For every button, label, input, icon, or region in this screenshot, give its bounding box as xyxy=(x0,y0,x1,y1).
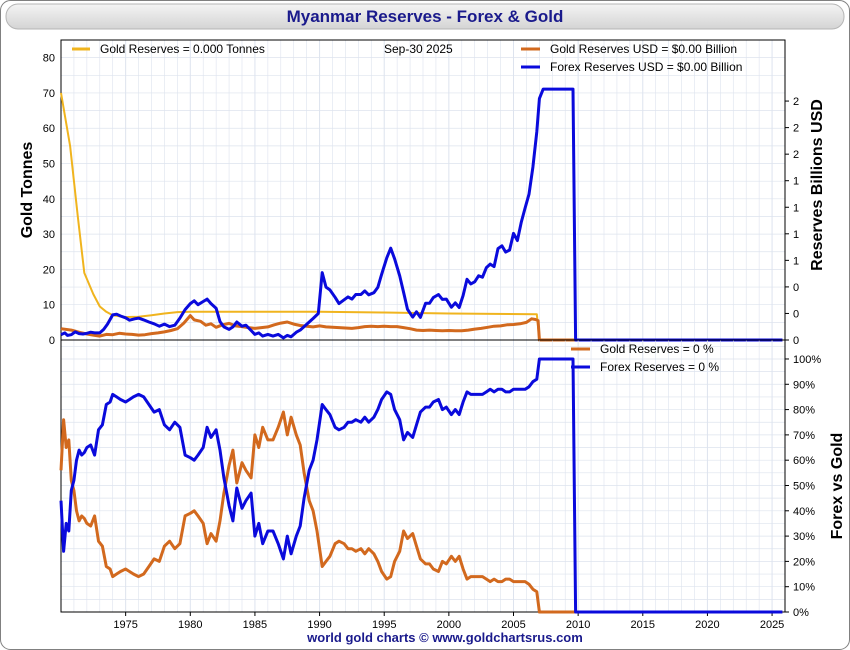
y2-tick-label: 1 xyxy=(793,176,799,188)
y2-tick-label: 0 xyxy=(793,308,799,320)
title-bar xyxy=(5,3,845,30)
x-tick-label: 2025 xyxy=(760,619,784,631)
y-tick-label: 60 xyxy=(43,123,55,135)
y-tick-label: 40 xyxy=(43,194,55,206)
x-tick-label: 2005 xyxy=(501,619,525,631)
y-tick-label: 0% xyxy=(793,607,809,619)
x-tick-label: 2010 xyxy=(566,619,590,631)
y2-tick-label: 1 xyxy=(793,255,799,267)
y-tick-label: 20 xyxy=(43,264,55,276)
y-axis-label: Gold Tonnes xyxy=(19,142,36,239)
legend-label-forex-usd: Forex Reserves USD = $0.00 Billion xyxy=(550,60,742,74)
chart-title: Myanmar Reserves - Forex & Gold xyxy=(287,7,564,26)
y-tick-label: 30% xyxy=(793,531,815,543)
legend-label-forex-pct: Forex Reserves = 0 % xyxy=(600,360,719,374)
y2-tick-label: 0 xyxy=(793,335,799,347)
x-tick-label: 2015 xyxy=(631,619,655,631)
x-tick-label: 1980 xyxy=(178,619,202,631)
x-tick-label: 2020 xyxy=(695,619,719,631)
y-tick-label: 10 xyxy=(43,300,55,312)
y-tick-label: 50 xyxy=(43,159,55,171)
y2-tick-label: 2 xyxy=(793,149,799,161)
y-tick-label: 80 xyxy=(43,53,55,65)
x-tick-label: 1995 xyxy=(372,619,396,631)
footer-credit: world gold charts © www.goldchartsrus.co… xyxy=(306,630,583,645)
y-tick-label: 40% xyxy=(793,506,815,518)
y-tick-label: 80% xyxy=(793,405,815,417)
y-tick-label: 70% xyxy=(793,430,815,442)
y2-axis-label: Reserves Billions USD xyxy=(809,99,826,271)
y2-tick-label: 2 xyxy=(793,96,799,108)
y-tick-label: 70 xyxy=(43,88,55,100)
series-line-gold-reserves-usd xyxy=(60,314,783,342)
legend-label-gold-tonnes: Gold Reserves = 0.000 Tonnes xyxy=(100,42,265,56)
y-tick-label: 90% xyxy=(793,379,815,391)
x-tick-label: 2000 xyxy=(437,619,461,631)
x-tick-label: 1985 xyxy=(243,619,267,631)
y-tick-label: 10% xyxy=(793,582,815,594)
legend-label-gold-pct: Gold Reserves = 0 % xyxy=(600,342,714,356)
y2-tick-label: 1 xyxy=(793,229,799,241)
legend-date: Sep-30 2025 xyxy=(384,42,453,56)
y-tick-label: 0 xyxy=(49,335,55,347)
series-line-forex-reserves-usd xyxy=(60,87,783,342)
bottom-chart: 0% 10% 20% 30% 40% 50% 60% 70% 80% 90% 100% Forex v… xyxy=(59,339,846,631)
y-tick-label: 20% xyxy=(793,556,815,568)
y-tick-label: 50% xyxy=(793,480,815,492)
series-line-gold-reserves xyxy=(59,410,783,614)
y2-tick-label: 1 xyxy=(793,202,799,214)
series-line-gold-reserves xyxy=(60,92,783,341)
y-tick-label: 100% xyxy=(793,354,821,366)
x-tick-label: 1975 xyxy=(113,619,137,631)
y2-tick-label: 0 xyxy=(793,282,799,294)
y-tick-label: 30 xyxy=(43,229,55,241)
y-tick-label: 60% xyxy=(793,455,815,467)
y2-tick-label: 2 xyxy=(793,123,799,135)
y-axis-label: Forex vs Gold xyxy=(829,433,846,540)
series-line-forex-reserves xyxy=(59,357,783,614)
plot-border xyxy=(60,339,786,613)
legend-label-gold-usd: Gold Reserves USD = $0.00 Billion xyxy=(550,42,737,56)
x-tick-label: 1990 xyxy=(307,619,331,631)
